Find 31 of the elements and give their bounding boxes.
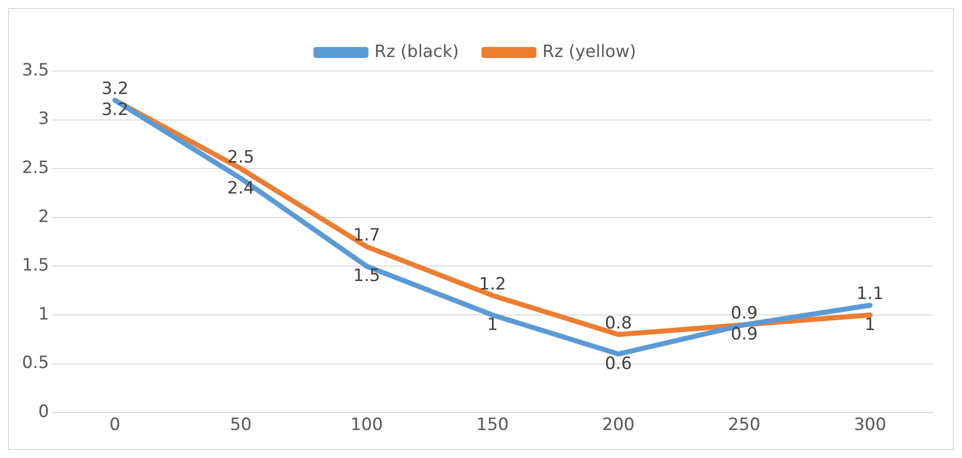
y-tick-label: 3.5 <box>22 60 50 80</box>
data-label: 0.9 <box>730 324 758 345</box>
x-tick-label: 150 <box>476 415 509 436</box>
data-label: 0.8 <box>604 313 632 334</box>
legend-label: Rz (black) <box>374 42 459 62</box>
y-tick-label: 1 <box>38 304 50 324</box>
y-tick-label: 1.5 <box>22 256 50 276</box>
x-tick-label: 100 <box>350 415 383 436</box>
x-tick-label: 0 <box>110 415 120 436</box>
data-label: 0.9 <box>730 304 758 324</box>
x-tick-label: 250 <box>728 415 760 436</box>
data-label: 1.7 <box>353 226 380 246</box>
x-tick-label: 300 <box>854 415 886 436</box>
data-label: 1 <box>864 314 876 335</box>
data-label: 0.6 <box>604 354 632 374</box>
data-label: 3.2 <box>101 79 128 100</box>
x-tick-label: 50 <box>230 415 252 436</box>
y-tick-label: 2.5 <box>22 158 50 178</box>
legend-label: Rz (yellow) <box>542 42 636 62</box>
data-label: 3.2 <box>101 100 128 120</box>
y-tick-label: 0.5 <box>22 353 50 374</box>
y-tick-label: 3 <box>38 109 50 130</box>
y-tick-label: 2 <box>38 206 50 227</box>
y-tick-label: 0 <box>38 402 50 422</box>
data-label: 1 <box>487 314 498 335</box>
data-label: 2.5 <box>227 148 254 168</box>
data-label: 1.5 <box>353 266 380 286</box>
x-tick-label: 200 <box>602 415 635 436</box>
data-label: 2.4 <box>227 178 254 198</box>
data-label: 1.2 <box>478 274 506 294</box>
data-label: 1.1 <box>856 284 884 304</box>
